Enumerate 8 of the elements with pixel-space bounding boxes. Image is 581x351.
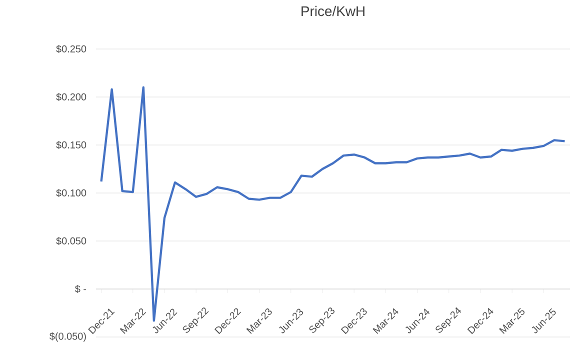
- y-tick-label: $0.150: [56, 140, 86, 150]
- y-tick-label: $0.250: [56, 44, 86, 54]
- y-tick-label: $0.050: [56, 236, 86, 246]
- y-tick-label: $ -: [74, 284, 86, 294]
- y-tick-label: $0.100: [56, 188, 86, 198]
- y-tick-label: $0.200: [56, 92, 86, 102]
- chart-title: Price/KwH: [302, 6, 364, 16]
- y-tick-label: $(0.050): [50, 332, 86, 342]
